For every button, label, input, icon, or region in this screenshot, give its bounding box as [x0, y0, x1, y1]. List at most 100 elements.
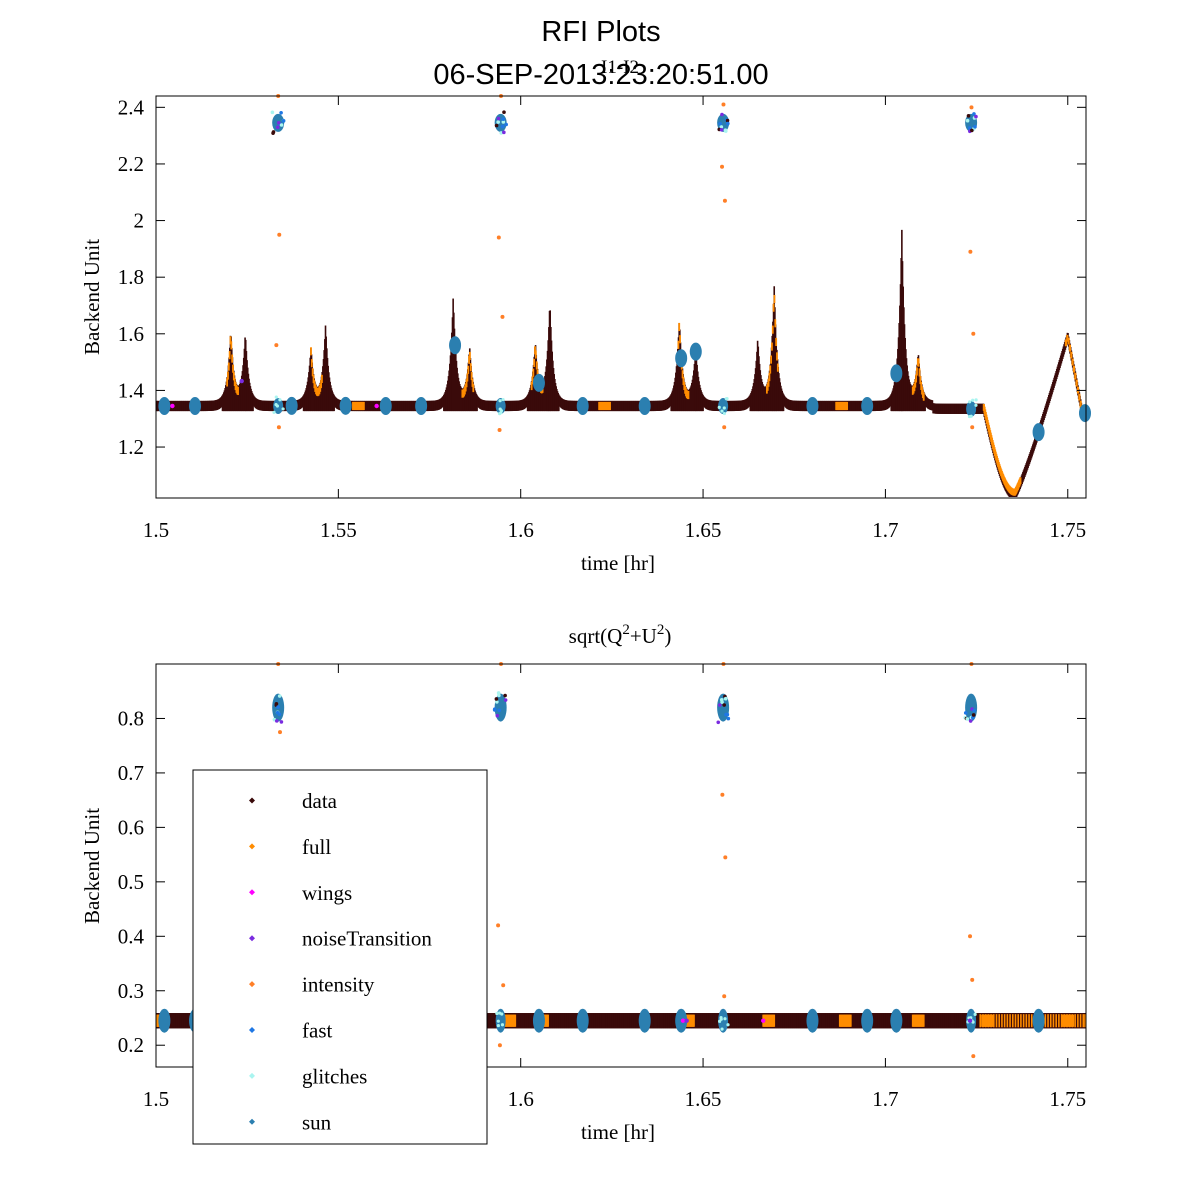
legend-label: full: [302, 835, 331, 859]
calibration-point: [717, 703, 722, 707]
x-tick-label: 1.65: [685, 1087, 722, 1111]
calibration-point: [496, 116, 501, 121]
calibration-point: [974, 114, 978, 119]
calibration-point: [503, 693, 507, 698]
intensity-outlier: [969, 105, 974, 110]
glitch-point: [501, 397, 505, 402]
calibration-point: [716, 720, 721, 725]
intensity-outlier: [720, 792, 725, 797]
noise-transition-point: [967, 1018, 973, 1023]
calibration-point: [274, 719, 279, 723]
sun-flag-point: [379, 396, 392, 415]
calibration-point: [495, 713, 500, 718]
glitch-point: [967, 414, 972, 419]
glitch-point: [497, 412, 502, 416]
sun-flag-point: [861, 1008, 874, 1033]
sun-flag-point: [1032, 423, 1045, 442]
intensity-outlier: [970, 425, 975, 430]
x-tick-label: 1.7: [872, 518, 898, 542]
wings-point: [374, 403, 379, 409]
calibration-point: [494, 697, 499, 701]
x-tick-label: 1.75: [1049, 518, 1086, 542]
top-panel-overlay-label: I1-I2: [601, 57, 639, 78]
calibration-point: [275, 710, 280, 715]
bottom-title-part-c: ): [664, 624, 671, 648]
legend-item-full: full: [249, 835, 331, 859]
calibration-baseline-mark: [718, 1008, 729, 1033]
sun-flag-point: [890, 364, 903, 383]
calibration-point: [971, 713, 976, 717]
glitch-point: [498, 399, 502, 403]
sun-flag-point: [675, 349, 688, 368]
calibration-point: [719, 125, 724, 129]
y-tick-label: 1.6: [118, 322, 144, 346]
sun-flag-point: [890, 1008, 903, 1033]
calibration-point: [726, 121, 730, 126]
bottom-title-part-b: +U: [630, 624, 657, 648]
intensity-outlier: [278, 730, 282, 735]
bottom-title-sup-1: 2: [622, 622, 630, 638]
y-tick-label: 1.2: [118, 435, 144, 459]
legend: data full wings noiseTransition intensity fas…: [192, 769, 488, 1145]
wings-point: [680, 1018, 686, 1023]
calibration-point: [972, 708, 977, 713]
wings-point: [761, 1018, 766, 1023]
calibration-point: [503, 698, 508, 702]
legend-label: wings: [302, 881, 352, 905]
top-chart: 1.5 1.55 1.6 1.65 1.7 1.75 1.2 1.4 1.6 1.8 2 2.2 2.4…: [80, 94, 1091, 575]
intensity-outlier: [496, 235, 501, 240]
calibration-point: [725, 712, 730, 717]
y-tick-label: 0.4: [118, 924, 145, 948]
calibration-point: [502, 110, 506, 115]
intensity-outlier: [500, 314, 505, 319]
legend-box: [192, 769, 488, 1145]
glitch-point: [968, 400, 972, 404]
sun-flag-point: [158, 396, 171, 415]
sun-flag-point: [449, 336, 462, 355]
sun-flag-point: [576, 396, 589, 415]
glitch-point: [723, 1017, 727, 1021]
bottom-axes-frame: [155, 663, 1087, 1068]
calibration-point: [279, 720, 284, 724]
glitch-point: [274, 395, 278, 399]
glitch-point: [720, 409, 724, 413]
sun-flag-point: [576, 1008, 589, 1033]
intensity-outlier: [501, 983, 506, 988]
sun-flag-point: [415, 396, 428, 415]
y-tick-label: 0.8: [118, 706, 144, 730]
legend-items: data full wings noiseTransition intensity fas…: [249, 789, 432, 1134]
legend-item-sun: sun: [249, 1110, 332, 1134]
sun-flag-point: [189, 396, 202, 415]
legend-marker: [249, 889, 255, 896]
calibration-point: [279, 110, 283, 115]
calibration-point: [274, 701, 279, 706]
glitch-point: [274, 403, 278, 407]
intensity-outlier: [497, 1043, 502, 1048]
calibration-point: [965, 118, 970, 123]
intensity-outlier: [968, 934, 973, 939]
x-tick-label: 1.65: [685, 518, 722, 542]
figure-title: RFI Plots: [541, 16, 660, 48]
glitch-point: [974, 403, 978, 407]
legend-item-glitches: glitches: [249, 1064, 367, 1088]
sun-flag-point: [689, 342, 702, 361]
glitch-point: [496, 1019, 500, 1023]
top-axis-ticks: 1.5 1.55 1.6 1.65 1.7 1.75 1.2 1.4 1.6 1.8 2 2.2 2.4: [118, 95, 1086, 542]
top-y-axis-label: Backend Unit: [80, 239, 104, 355]
calibration-point: [719, 698, 724, 702]
glitch-point: [278, 398, 282, 402]
wings-point: [170, 403, 175, 409]
glitch-point: [498, 407, 502, 411]
calibration-point: [968, 719, 973, 723]
calibration-point: [500, 124, 505, 129]
calibration-point: [504, 122, 508, 127]
calibration-point: [720, 112, 724, 117]
calibration-point: [723, 696, 728, 701]
calibration-point: [276, 705, 280, 709]
calibration-point: [279, 123, 284, 127]
x-tick-label: 1.6: [508, 518, 534, 542]
y-tick-label: 0.5: [118, 870, 144, 894]
calibration-point: [492, 707, 497, 711]
calibration-point: [965, 717, 970, 721]
calibration-point: [277, 694, 282, 698]
